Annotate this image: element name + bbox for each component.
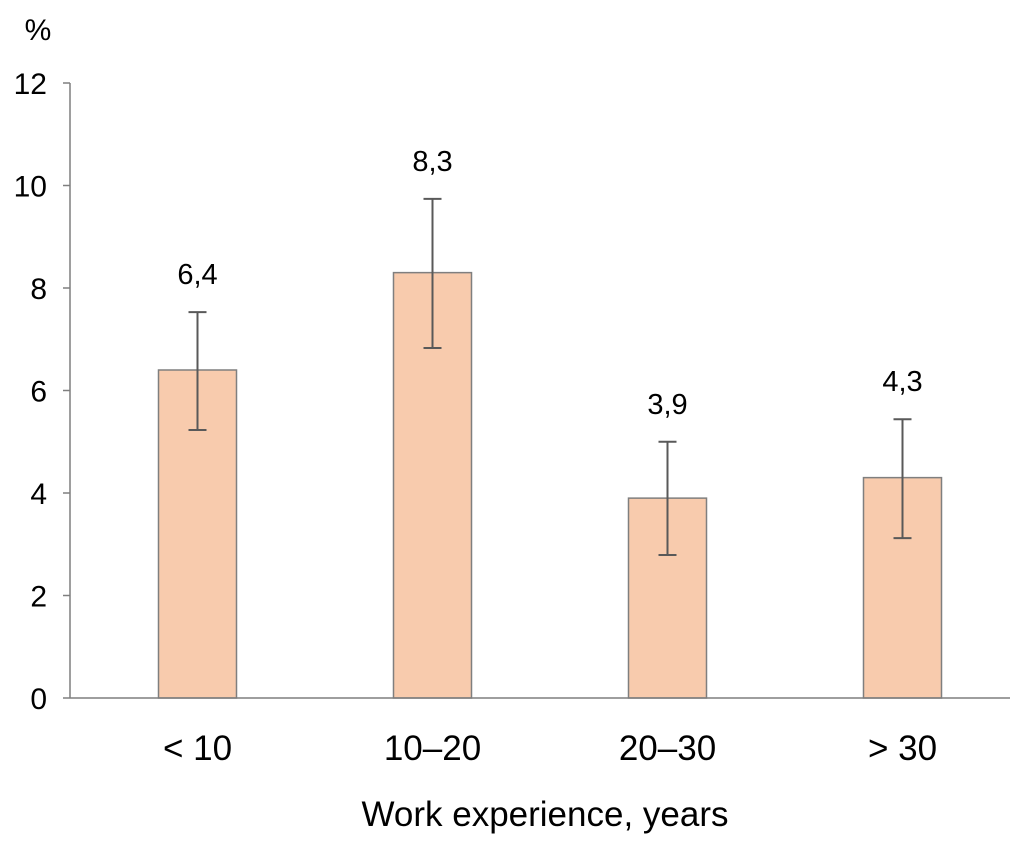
data-label: 6,4	[177, 259, 217, 291]
y-tick-label: 6	[30, 376, 47, 409]
y-axis-label: %	[25, 14, 52, 47]
x-tick-label: > 30	[868, 729, 937, 768]
y-tick-label: 0	[30, 683, 47, 716]
x-axis-label: Work experience, years	[361, 795, 728, 834]
data-label: 8,3	[412, 146, 452, 178]
data-label: 3,9	[647, 389, 687, 421]
x-tick-label: 10–20	[384, 729, 481, 768]
y-tick-label: 10	[14, 171, 47, 204]
y-tick-label: 4	[30, 478, 47, 511]
data-label: 4,3	[882, 366, 922, 398]
y-tick-label: 2	[30, 581, 47, 614]
y-tick-label: 8	[30, 273, 47, 306]
x-tick-label: 20–30	[619, 729, 716, 768]
x-tick-label: < 10	[163, 729, 232, 768]
y-tick-label: 12	[14, 68, 47, 101]
